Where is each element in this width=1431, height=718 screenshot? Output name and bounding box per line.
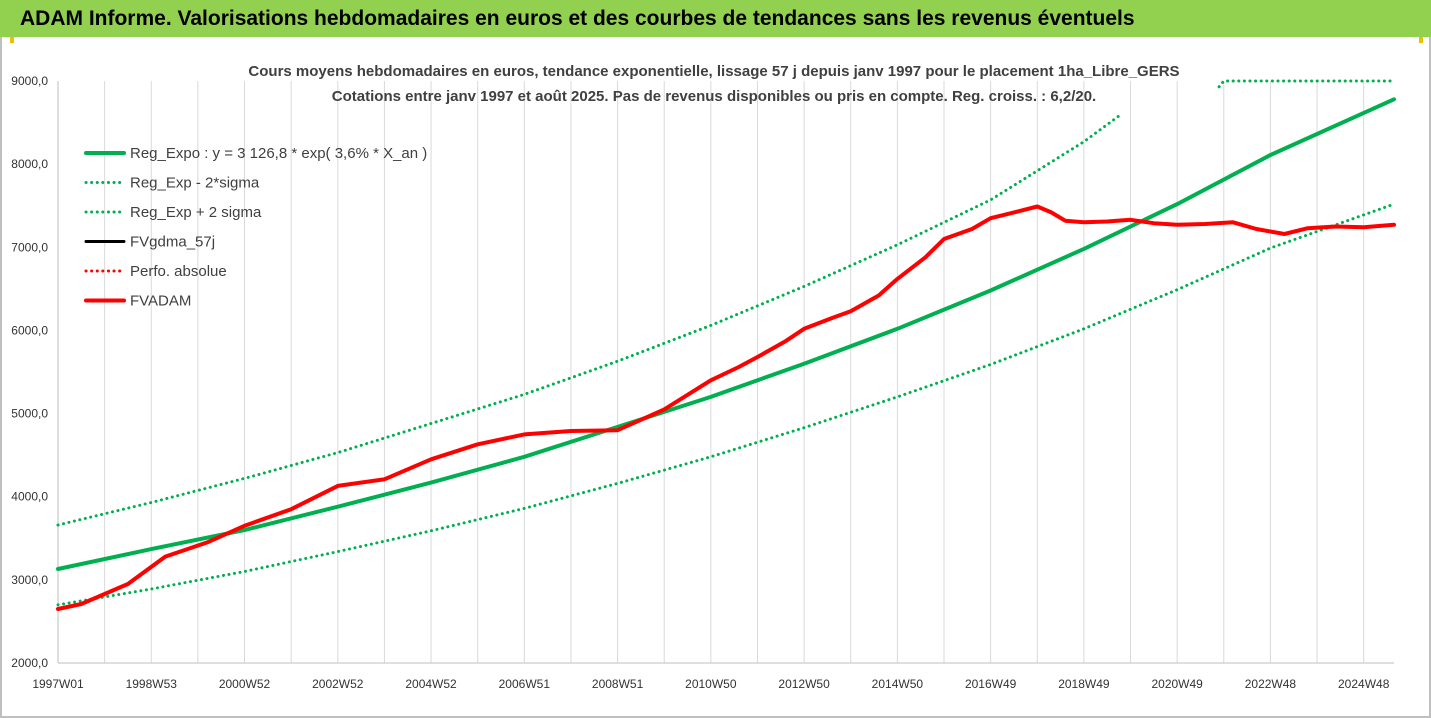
x-tick-label: 2010W50: [685, 677, 737, 691]
series-line: [56, 112, 1123, 527]
x-tick-label: 2002W52: [312, 677, 364, 691]
x-tick-label: 2006W51: [499, 677, 551, 691]
y-tick-label: 3000,0: [11, 573, 48, 587]
frame-corner-marker: [10, 37, 14, 43]
x-tick-label: 1998W53: [126, 677, 178, 691]
x-tick-label: 2022W48: [1245, 677, 1297, 691]
y-tick-label: 4000,0: [11, 490, 48, 504]
series-line: [1217, 79, 1396, 89]
report-title: ADAM Informe. Valorisations hebdomadaire…: [0, 0, 1431, 37]
line-chart: 2000,0 3000,0 4000,0 5000,0 6000,0 7000,0 8000…: [11, 63, 1396, 691]
legend-label: Reg_Expo : y = 3 126,8 * exp( 3,6% * X_a…: [130, 145, 427, 162]
frame-corner-marker: [1419, 37, 1423, 43]
y-tick-label: 7000,0: [11, 240, 48, 254]
series-line: [56, 202, 1396, 607]
x-tick-label: 2018W49: [1058, 677, 1110, 691]
y-tick-label: 2000,0: [11, 656, 48, 670]
legend-label: Reg_Exp + 2 sigma: [130, 204, 262, 221]
series-line: [56, 204, 1396, 611]
y-tick-label: 9000,0: [11, 74, 48, 88]
legend-label: Perfo. absolue: [130, 263, 227, 280]
chart-title-line: Cours moyens hebdomadaires en euros, ten…: [248, 63, 1179, 80]
x-tick-label: 1997W01: [32, 677, 84, 691]
x-tick-label: 2014W50: [872, 677, 924, 691]
y-tick-label: 5000,0: [11, 407, 48, 421]
x-tick-label: 2008W51: [592, 677, 644, 691]
legend-label: Reg_Exp - 2*sigma: [130, 175, 260, 192]
legend-label: FVgdma_57j: [130, 234, 215, 251]
legend-label: FVADAM: [130, 293, 191, 310]
x-tick-label: 2020W49: [1151, 677, 1203, 691]
y-tick-label: 6000,0: [11, 323, 48, 337]
x-tick-label: 2000W52: [219, 677, 271, 691]
x-tick-label: 2012W50: [778, 677, 830, 691]
series-line: [56, 97, 1396, 571]
x-tick-label: 2024W48: [1338, 677, 1390, 691]
x-tick-label: 2016W49: [965, 677, 1017, 691]
y-tick-label: 8000,0: [11, 157, 48, 171]
x-tick-label: 2004W52: [405, 677, 457, 691]
chart-title-line: Cotations entre janv 1997 et août 2025. …: [332, 88, 1096, 105]
chart-area: 2000,0 3000,0 4000,0 5000,0 6000,0 7000,0 8000…: [0, 37, 1431, 718]
